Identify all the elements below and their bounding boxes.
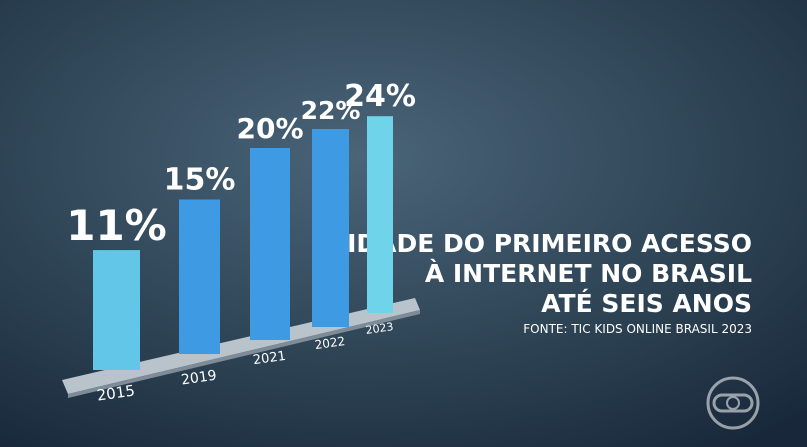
logo	[706, 376, 760, 430]
value-label: 15%	[164, 163, 236, 198]
x-tick-label: 2021	[252, 349, 287, 368]
x-tick-label: 2022	[314, 334, 346, 352]
bar	[367, 116, 393, 313]
bar	[312, 129, 349, 327]
title-line: ATÉ SEIS ANOS	[541, 289, 752, 318]
title-block: IDADE DO PRIMEIRO ACESSO À INTERNET NO B…	[347, 229, 752, 318]
value-label: 11%	[66, 201, 167, 250]
bar	[250, 148, 290, 340]
platform-edge	[68, 310, 420, 398]
title-line: À INTERNET NO BRASIL	[425, 259, 752, 288]
value-label: 20%	[236, 112, 303, 145]
value-label: 22%	[301, 96, 361, 125]
x-tick-label: 2015	[96, 381, 136, 404]
value-label: 24%	[344, 79, 416, 114]
bar	[179, 199, 220, 354]
bar	[93, 250, 140, 370]
x-tick-label: 2019	[180, 368, 218, 389]
source: FONTE: TIC KIDS ONLINE BRASIL 2023	[523, 322, 752, 336]
title-line: IDADE DO PRIMEIRO ACESSO	[347, 229, 752, 258]
x-tick-label: 2023	[365, 320, 395, 337]
